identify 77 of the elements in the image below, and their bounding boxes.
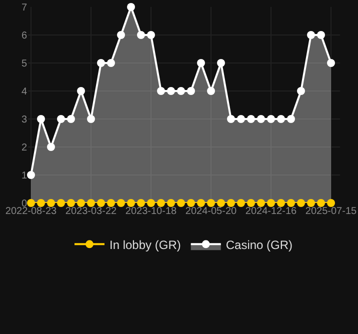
x-tick-label: 2025-07-15 xyxy=(305,206,358,217)
y-tick-label: 1 xyxy=(21,170,28,182)
point xyxy=(307,31,315,39)
point xyxy=(187,87,195,95)
point xyxy=(127,199,135,207)
point xyxy=(207,87,215,95)
point xyxy=(287,115,295,123)
point xyxy=(57,199,65,207)
point xyxy=(307,199,315,207)
point xyxy=(67,115,75,123)
point xyxy=(197,59,205,67)
point xyxy=(177,87,185,95)
point xyxy=(157,87,165,95)
point xyxy=(247,199,255,207)
point xyxy=(207,199,215,207)
point xyxy=(87,199,95,207)
y-tick-label: 6 xyxy=(21,30,28,42)
x-tick-label: 2024-05-20 xyxy=(185,206,238,217)
point xyxy=(157,199,165,207)
point xyxy=(137,31,145,39)
point xyxy=(267,199,275,207)
point xyxy=(317,199,325,207)
point xyxy=(107,59,115,67)
x-tick-label: 2023-10-18 xyxy=(125,206,178,217)
point xyxy=(127,3,135,11)
point xyxy=(87,115,95,123)
point xyxy=(237,199,245,207)
point xyxy=(277,115,285,123)
point xyxy=(27,199,35,207)
point xyxy=(227,115,235,123)
point xyxy=(77,87,85,95)
y-tick-label: 2 xyxy=(21,142,28,154)
point xyxy=(287,199,295,207)
point xyxy=(167,199,175,207)
point xyxy=(97,199,105,207)
point xyxy=(237,115,245,123)
point xyxy=(77,199,85,207)
point xyxy=(117,199,125,207)
y-tick-label: 3 xyxy=(21,114,28,126)
point xyxy=(27,171,35,179)
point xyxy=(177,199,185,207)
x-tick-label: 2022-08-23 xyxy=(5,206,58,217)
x-tick-label: 2023-03-22 xyxy=(65,206,118,217)
point xyxy=(267,115,275,123)
point xyxy=(37,115,45,123)
point xyxy=(37,199,45,207)
point xyxy=(217,59,225,67)
point xyxy=(317,31,325,39)
legend-label: Casino (GR) xyxy=(226,238,293,252)
point xyxy=(297,87,305,95)
point xyxy=(137,199,145,207)
point xyxy=(47,143,55,151)
point xyxy=(57,115,65,123)
point xyxy=(167,87,175,95)
y-tick-label: 5 xyxy=(21,58,28,70)
point xyxy=(217,199,225,207)
point xyxy=(97,59,105,67)
y-tick-label: 7 xyxy=(21,2,28,14)
legend-label: In lobby (GR) xyxy=(110,238,181,252)
point xyxy=(67,199,75,207)
point xyxy=(227,199,235,207)
y-tick-label: 4 xyxy=(21,86,28,98)
point xyxy=(297,199,305,207)
point xyxy=(257,199,265,207)
point xyxy=(327,199,335,207)
point xyxy=(257,115,265,123)
point xyxy=(277,199,285,207)
x-tick-label: 2024-12-16 xyxy=(245,206,298,217)
point xyxy=(107,199,115,207)
point xyxy=(147,31,155,39)
point xyxy=(197,199,205,207)
point xyxy=(147,199,155,207)
point xyxy=(47,199,55,207)
point xyxy=(327,59,335,67)
point xyxy=(117,31,125,39)
point xyxy=(187,199,195,207)
point xyxy=(247,115,255,123)
